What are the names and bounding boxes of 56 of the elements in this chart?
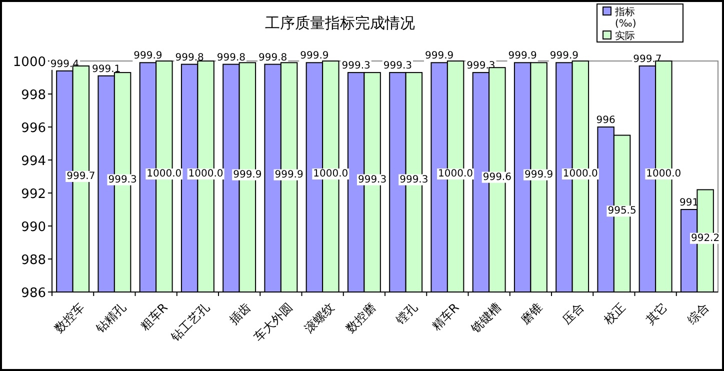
data-label: 999.3 — [466, 60, 496, 72]
data-label: 999.8 — [216, 52, 246, 64]
y-tick-label: 996 — [21, 121, 46, 136]
data-label: 999.7 — [66, 170, 96, 182]
data-label: 1000.0 — [188, 168, 224, 180]
x-tick-label: 数控磨 — [343, 300, 379, 336]
chart-title: 工序质量指标完成情况 — [265, 14, 415, 32]
data-label: 999.9 — [300, 50, 329, 62]
x-tick-label: 数控车 — [52, 300, 88, 336]
data-label: 995.5 — [608, 206, 636, 217]
data-label: 999.9 — [508, 50, 537, 62]
x-tick-label: 其它 — [643, 300, 670, 328]
data-label: 1000.0 — [313, 168, 348, 180]
data-label: 999.9 — [425, 50, 454, 62]
y-tick-label: 1000 — [12, 55, 46, 70]
data-label: 999.7 — [633, 54, 662, 65]
data-label: 999.3 — [342, 60, 370, 72]
data-label: 992.2 — [690, 232, 720, 244]
data-label: 1000.0 — [438, 168, 474, 180]
legend-label: 实际 — [615, 30, 635, 42]
data-label: 1000.0 — [562, 168, 598, 180]
x-tick-label: 滚螺纹 — [302, 300, 337, 336]
data-label: 999.8 — [175, 52, 204, 64]
data-label: 999.1 — [92, 64, 121, 75]
x-tick-label: 精车R — [429, 300, 462, 334]
x-tick-label: 插齿 — [226, 300, 254, 328]
data-label: 999.3 — [108, 174, 137, 186]
x-tick-label: 镗孔 — [392, 300, 420, 328]
legend-label: 指标 (‰) — [614, 6, 636, 30]
data-label: 999.8 — [258, 52, 288, 64]
data-label: 999.9 — [134, 50, 162, 62]
data-label: 999.3 — [400, 174, 428, 186]
y-tick-label: 986 — [21, 286, 46, 301]
x-tick-label: 钻精孔 — [92, 300, 129, 337]
data-label: 996 — [596, 115, 616, 126]
x-tick-label: 车大外圆 — [251, 300, 296, 344]
data-label: 1000.0 — [646, 168, 682, 180]
data-label: 999.6 — [482, 172, 512, 183]
data-label: 999.4 — [50, 58, 80, 70]
data-label: 999.9 — [233, 169, 262, 180]
data-label: 999.3 — [383, 60, 412, 72]
y-tick-label: 990 — [21, 220, 46, 235]
data-label: 1000.0 — [146, 168, 182, 180]
data-label: 999.9 — [274, 169, 304, 180]
x-tick-label: 磨锥 — [518, 300, 546, 328]
y-tick-label: 988 — [21, 253, 46, 268]
x-tick-label: 综合 — [684, 300, 712, 328]
x-tick-label: 压合 — [560, 300, 587, 328]
y-tick-label: 998 — [21, 88, 46, 103]
data-label: 999.9 — [524, 169, 554, 180]
data-label: 999.9 — [550, 50, 579, 62]
y-tick-label: 992 — [21, 187, 46, 202]
y-tick-label: 994 — [21, 154, 46, 169]
x-tick-label: 校正 — [600, 300, 628, 328]
x-tick-label: 铣键槽 — [467, 300, 504, 337]
data-label: 999.3 — [358, 174, 387, 186]
